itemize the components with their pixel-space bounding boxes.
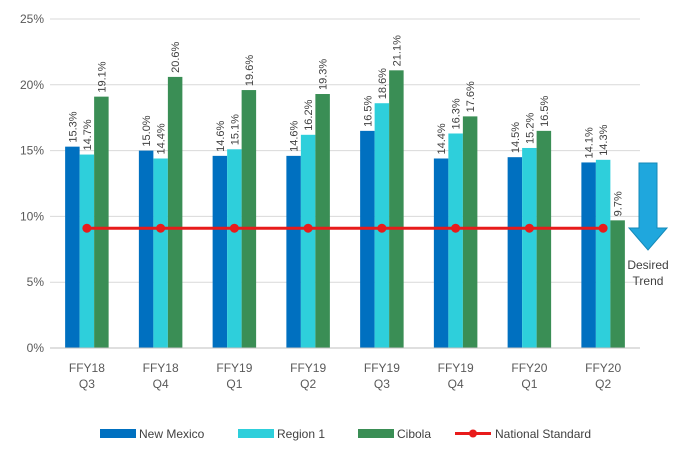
bar xyxy=(138,150,154,348)
x-tick-label: FFY19 xyxy=(364,361,400,375)
x-tick-label: FFY20 xyxy=(511,361,547,375)
y-tick-label: 20% xyxy=(20,78,44,92)
bar xyxy=(595,159,611,348)
bar xyxy=(536,130,552,348)
data-label: 19.1% xyxy=(96,61,108,92)
data-label: 16.3% xyxy=(451,98,463,129)
x-axis: FFY18 Q3 FFY18 Q4 FFY19 Q1 FFY19 Q2 FFY19 Q3 FFY19… xyxy=(50,347,640,391)
y-tick-label: 15% xyxy=(20,144,44,158)
data-label: 14.6% xyxy=(289,120,301,151)
bar xyxy=(212,155,228,348)
data-label: 14.7% xyxy=(82,119,94,150)
y-axis: 0% 5% 10% 15% 20% 25% xyxy=(20,12,44,355)
bar xyxy=(448,133,463,348)
data-label: 19.3% xyxy=(318,59,330,90)
data-label: 21.1% xyxy=(391,35,403,66)
x-tick-label: FFY20 xyxy=(585,361,621,375)
legend-label: Cibola xyxy=(397,427,431,441)
line-point xyxy=(451,223,461,233)
legend-marker xyxy=(469,429,477,438)
x-tick-label: Q4 xyxy=(153,377,169,391)
bar xyxy=(610,220,625,348)
x-tick-label: FFY19 xyxy=(438,361,474,375)
data-label: 16.5% xyxy=(539,95,551,126)
line-point xyxy=(598,223,608,233)
data-label: 15.2% xyxy=(524,113,536,144)
data-label: 14.1% xyxy=(584,127,596,158)
bar xyxy=(360,130,375,348)
national-standard-line xyxy=(82,223,608,233)
data-label: 18.6% xyxy=(377,68,389,99)
data-labels: 15.3% 14.7%19.1%15.0% 14.4%20.6%14.6% 15.1%… xyxy=(67,35,624,216)
data-label: 17.6% xyxy=(465,81,477,112)
data-label: 9.7% xyxy=(613,191,625,216)
bar xyxy=(389,70,404,348)
trend-arrow-icon xyxy=(627,162,669,251)
x-tick-label: Q1 xyxy=(521,377,537,391)
y-tick-label: 25% xyxy=(20,12,44,26)
x-tick-label: Q2 xyxy=(595,377,611,391)
bar xyxy=(241,90,257,349)
line-point xyxy=(156,223,166,233)
data-label: 16.5% xyxy=(362,95,374,126)
data-label: 14.6% xyxy=(215,120,227,151)
legend-label: Region 1 xyxy=(277,427,325,441)
bar xyxy=(153,158,168,348)
legend-swatch xyxy=(100,429,136,438)
bar xyxy=(315,94,330,349)
x-tick-label: Q4 xyxy=(448,377,464,391)
data-label: 20.6% xyxy=(170,41,182,72)
line-point xyxy=(82,223,92,233)
x-tick-label: Q1 xyxy=(226,377,242,391)
bar xyxy=(286,155,301,348)
bar xyxy=(167,76,183,349)
data-label: 15.3% xyxy=(67,111,79,142)
x-tick-label: FFY19 xyxy=(290,361,326,375)
data-label: 16.2% xyxy=(303,99,315,130)
bar xyxy=(79,154,95,348)
desired-trend-annotation: Desired Trend xyxy=(627,162,669,288)
x-tick-label: FFY19 xyxy=(216,361,252,375)
data-label: 14.4% xyxy=(156,123,168,154)
data-label: 14.5% xyxy=(510,122,522,153)
x-tick-label: Q2 xyxy=(300,377,316,391)
bar xyxy=(433,158,449,348)
data-label: 15.1% xyxy=(229,114,241,145)
x-tick-label: FFY18 xyxy=(69,361,105,375)
x-tick-label: Q3 xyxy=(374,377,390,391)
line-point xyxy=(524,223,534,233)
line-point xyxy=(303,223,313,233)
legend-swatch xyxy=(358,429,394,438)
data-label: 14.4% xyxy=(436,123,448,154)
bars xyxy=(65,70,625,349)
bar xyxy=(522,147,537,348)
trend-label: Trend xyxy=(633,274,664,288)
bar xyxy=(65,146,80,348)
bar xyxy=(507,157,523,348)
legend: New Mexico Region 1 Cibola National Standar… xyxy=(100,427,591,441)
y-tick-label: 0% xyxy=(27,341,45,355)
bar xyxy=(227,149,242,348)
line-point xyxy=(377,223,387,233)
legend-label: New Mexico xyxy=(139,427,205,441)
legend-swatch xyxy=(238,429,274,438)
data-label: 19.6% xyxy=(244,55,256,86)
line-point xyxy=(229,223,239,233)
bar xyxy=(462,116,478,348)
y-tick-label: 5% xyxy=(27,275,45,289)
bar xyxy=(94,96,109,348)
data-label: 14.3% xyxy=(598,124,610,155)
data-label: 15.0% xyxy=(141,115,153,146)
x-tick-label: Q3 xyxy=(79,377,95,391)
bar xyxy=(300,134,316,348)
gridlines xyxy=(50,18,640,283)
bar xyxy=(581,162,596,348)
legend-label: National Standard xyxy=(495,427,591,441)
x-tick-label: FFY18 xyxy=(143,361,179,375)
trend-label: Desired xyxy=(627,258,668,272)
y-tick-label: 10% xyxy=(20,209,44,223)
